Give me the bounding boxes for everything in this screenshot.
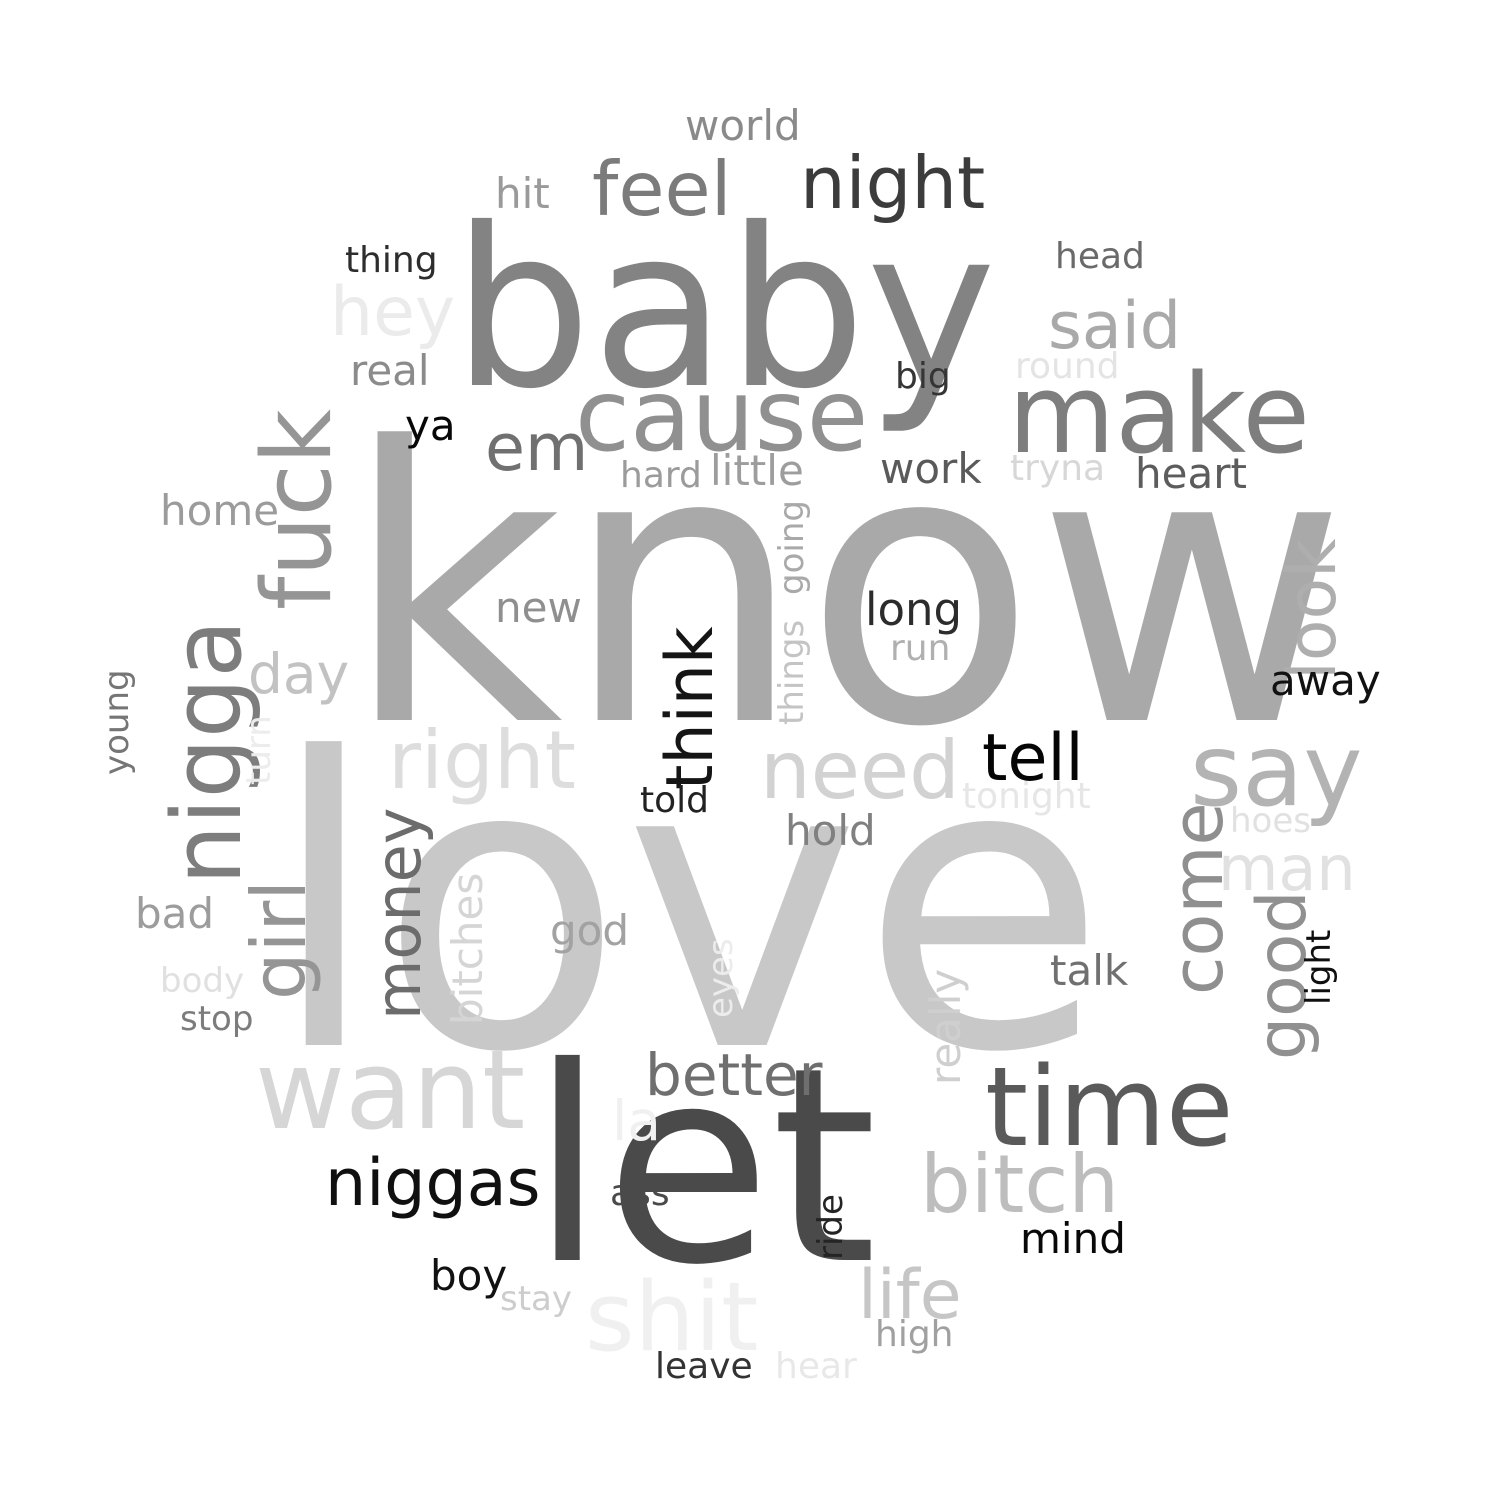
word-hear: hear xyxy=(775,1346,857,1387)
word-em: em xyxy=(485,411,588,486)
word-head: head xyxy=(1055,236,1145,277)
word-want: want xyxy=(255,1026,525,1154)
word-day: day xyxy=(248,642,349,706)
word-niggas: niggas xyxy=(325,1146,540,1221)
word-better: better xyxy=(645,1041,823,1109)
word-young: young xyxy=(97,669,137,775)
word-life: life xyxy=(858,1256,962,1335)
word-right: right xyxy=(388,714,576,807)
word-going: going xyxy=(772,500,812,595)
word-ya: ya xyxy=(405,401,456,450)
word-good: good xyxy=(1243,890,1322,1060)
word-god: god xyxy=(550,906,629,955)
word-away: away xyxy=(1270,656,1381,705)
word-high: high xyxy=(875,1314,954,1355)
word-la: la xyxy=(612,1089,661,1153)
word-home: home xyxy=(160,486,279,535)
word-leave: leave xyxy=(655,1346,753,1387)
word-tonight: tonight xyxy=(962,776,1091,817)
word-hey: hey xyxy=(330,273,455,352)
word-baby: baby xyxy=(452,181,996,437)
word-heart: heart xyxy=(1135,449,1247,498)
word-tryna: tryna xyxy=(1010,448,1105,489)
word-little: little xyxy=(710,446,804,495)
word-money: money xyxy=(362,808,435,1020)
word-new: new xyxy=(495,583,582,632)
word-love: love xyxy=(268,675,1107,1140)
word-talk: talk xyxy=(1050,946,1129,995)
word-come: come xyxy=(1157,802,1239,995)
word-body: body xyxy=(160,961,244,1001)
word-light: light xyxy=(1299,930,1339,1005)
word-fuck: fuck xyxy=(243,409,353,610)
word-said: said xyxy=(1048,289,1181,364)
word-stay: stay xyxy=(500,1279,572,1319)
word-thing: thing xyxy=(345,240,438,281)
word-let: let xyxy=(530,1009,877,1324)
word-things: things xyxy=(772,620,812,725)
word-boy: boy xyxy=(430,1251,507,1300)
word-girl: girl xyxy=(235,880,323,1000)
word-hoes: hoes xyxy=(1230,801,1311,841)
word-ass: ass xyxy=(610,1173,670,1214)
word-round: round xyxy=(1015,346,1120,387)
word-tell: tell xyxy=(982,721,1084,796)
word-work: work xyxy=(880,444,982,493)
word-hold: hold xyxy=(785,806,876,855)
word-long: long xyxy=(865,583,962,636)
word-bitch: bitch xyxy=(920,1138,1119,1231)
word-stop: stop xyxy=(180,999,253,1039)
word-bad: bad xyxy=(135,889,214,938)
word-really: really xyxy=(921,969,970,1085)
word-real: real xyxy=(350,346,430,395)
word-bitches: bitches xyxy=(443,873,492,1025)
word-hit: hit xyxy=(495,169,550,218)
word-say: say xyxy=(1190,712,1363,829)
word-mind: mind xyxy=(1020,1214,1126,1263)
word-told: told xyxy=(640,780,709,821)
word-man: man xyxy=(1218,832,1356,905)
word-need: need xyxy=(760,724,960,817)
word-night: night xyxy=(800,141,985,225)
word-look: look xyxy=(1273,538,1352,680)
word-feel: feel xyxy=(592,145,732,233)
word-big: big xyxy=(895,356,951,397)
word-turn: turn xyxy=(239,715,279,785)
word-ride: ride xyxy=(811,1194,851,1260)
word-world: world xyxy=(685,101,801,150)
word-know: know xyxy=(343,367,1347,810)
word-cause: cause xyxy=(575,357,868,474)
word-nigga: nigga xyxy=(153,620,263,885)
word-shit: shit xyxy=(585,1263,758,1373)
word-run: run xyxy=(890,628,950,669)
word-hard: hard xyxy=(620,455,702,496)
word-eyes: eyes xyxy=(701,938,741,1018)
word-think: think xyxy=(653,626,728,790)
word-time: time xyxy=(985,1043,1234,1171)
word-make: make xyxy=(1008,350,1310,478)
